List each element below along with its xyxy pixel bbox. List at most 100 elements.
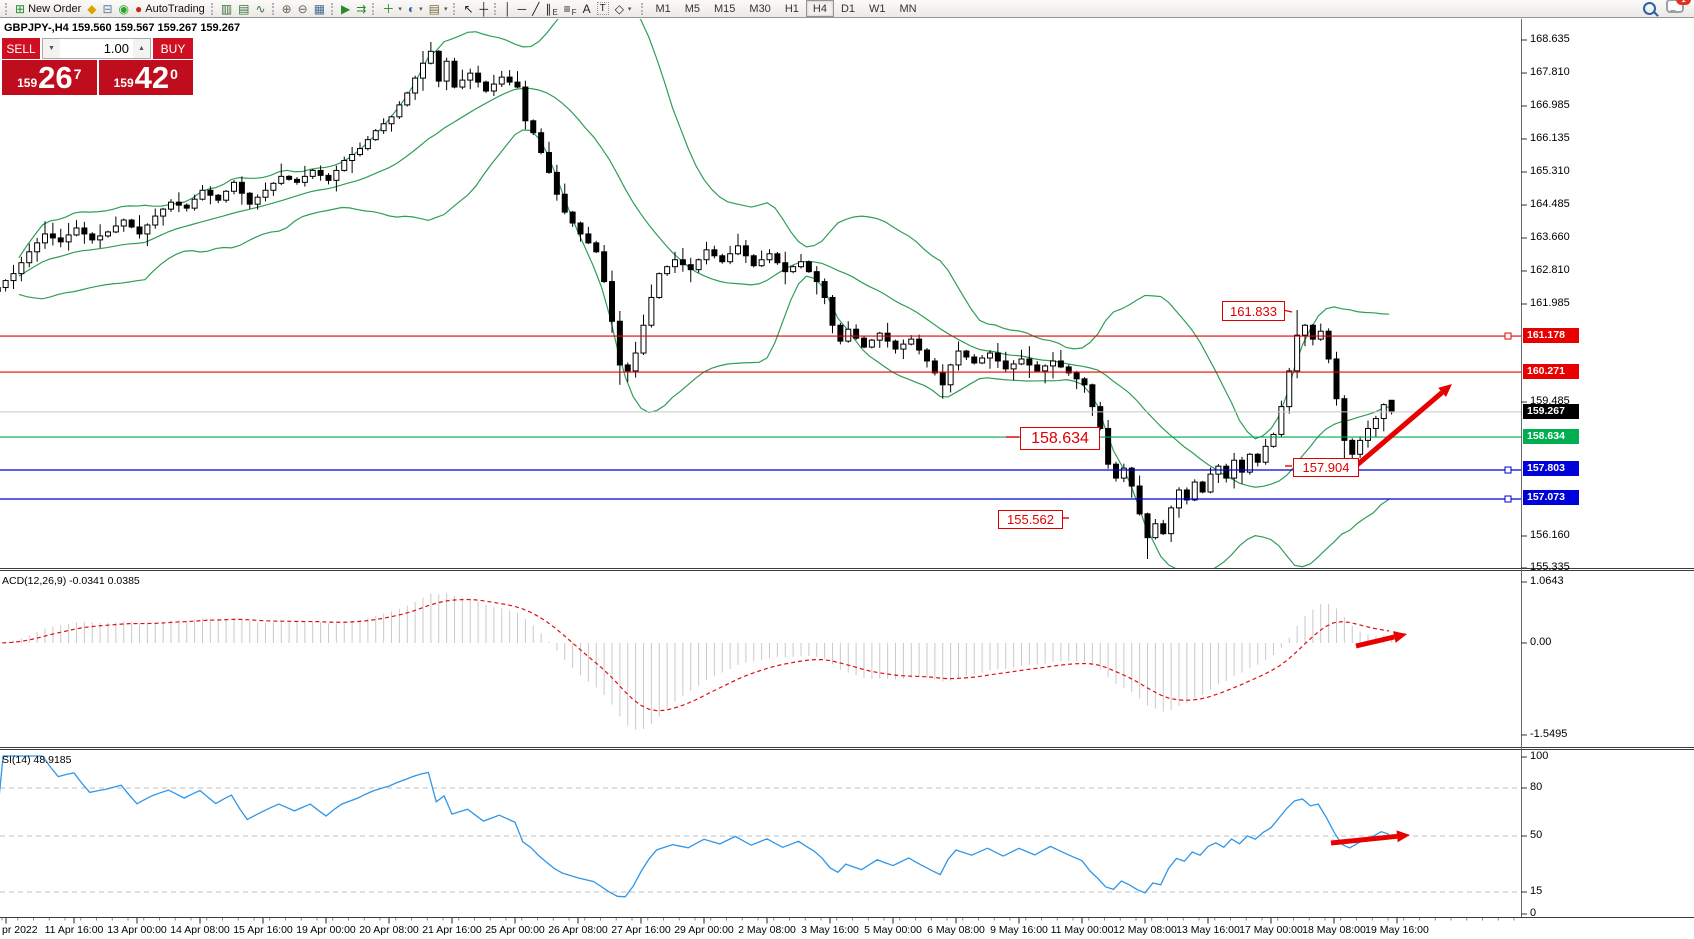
time-axis-label: 6 May 08:00: [927, 924, 985, 936]
signals-button[interactable]: ◉: [116, 1, 132, 17]
volume-stepper[interactable]: ▼ 1.00 ▲: [42, 38, 151, 59]
volume-decrease-button[interactable]: ▼: [43, 39, 60, 58]
fibonacci-icon: ≡: [563, 1, 571, 16]
price-tick-label: 80: [1530, 781, 1543, 793]
periods-button[interactable]: ◐ ▾: [405, 1, 426, 17]
new-order-button[interactable]: ⊞ New Order: [12, 1, 84, 17]
sell-price-button[interactable]: 159 26 7: [2, 60, 97, 95]
time-axis-label: 12 May 08:00: [1113, 924, 1177, 936]
bar-chart-button[interactable]: ▥: [218, 1, 235, 17]
tile-windows-button[interactable]: ▦: [311, 1, 328, 17]
styler-button[interactable]: ◆: [84, 1, 99, 17]
equidistant-channel-button-sub-letter: E: [552, 8, 558, 17]
rsi-pane: [0, 755, 1521, 898]
buy-price-button[interactable]: 159 42 0: [98, 60, 193, 95]
timeframe-h4-button[interactable]: H4: [805, 0, 834, 17]
line-handle[interactable]: [1504, 332, 1512, 340]
autotrading-button[interactable]: ● AutoTrading: [132, 1, 208, 17]
sell-price-pipette: 7: [73, 66, 82, 82]
arrows-button[interactable]: ◇ ▾: [612, 1, 635, 17]
new-order-button-label: New Order: [28, 2, 82, 15]
timeframe-d1-button[interactable]: D1: [840, 2, 855, 15]
crosshair-button[interactable]: ┼: [477, 1, 492, 17]
volume-input[interactable]: 1.00: [103, 41, 129, 56]
timeframe-m5-button[interactable]: M5: [684, 2, 700, 15]
tile-windows-icon: ▦: [313, 1, 326, 16]
price-tick-label: 165.310: [1530, 165, 1570, 177]
chat-button[interactable]: 1: [1666, 0, 1691, 18]
candlestick-chart-button[interactable]: ▤: [235, 1, 252, 17]
time-axis-label: 14 Apr 08:00: [170, 924, 230, 936]
time-axis-label: 11 May 00:00: [1050, 924, 1114, 936]
rsi-line: [0, 755, 1390, 898]
equidistant-channel-button[interactable]: ∥ E: [542, 1, 560, 18]
toolbar-grip: [494, 2, 497, 15]
zoom-in-icon: ⊕: [281, 1, 292, 16]
quote-prices-row: 159 26 7 159 42 0: [2, 60, 193, 95]
time-axis-label: 26 Apr 08:00: [548, 924, 608, 936]
trend-arrow-3[interactable]: [1330, 830, 1410, 846]
buy-button[interactable]: BUY: [153, 38, 193, 59]
trend-arrow-1[interactable]: [1348, 384, 1452, 473]
price-annotation-155-562[interactable]: 155.562: [998, 510, 1063, 529]
bar-chart-icon: ▥: [220, 1, 233, 16]
volume-increase-button[interactable]: ▲: [133, 39, 150, 58]
chart-shift-button[interactable]: ⇉: [353, 1, 369, 17]
horizontal-line-button[interactable]: ─: [515, 1, 530, 17]
time-axis-label: 19 May 16:00: [1365, 924, 1429, 936]
timeframe-toolbar: M1 M5 M15 M30 H1 H4 D1 W1 MN: [638, 0, 923, 17]
price-tick-label: 0.00: [1530, 636, 1552, 648]
trendline-icon: ╱: [532, 1, 540, 16]
price-tick-label: 15: [1530, 885, 1543, 897]
zoom-out-icon: ⊖: [297, 1, 308, 16]
time-axis-label: 25 Apr 00:00: [485, 924, 545, 936]
text-label-button[interactable]: T: [594, 1, 612, 17]
price-tick-label: 0: [1530, 907, 1537, 919]
toolbar: ⊞ New Order ◆ ⊟ ◉ ● AutoTrading ▥ ▤ ∿ ⊕ ⊖ ▦ ▶ ⇉ ＋ ▾ ◐ ▾ ▤ ▾ ↖…: [0, 0, 1694, 18]
price-tick-label: 164.485: [1530, 198, 1570, 210]
price-annotation-157-904[interactable]: 157.904: [1293, 458, 1359, 477]
time-axis-label: 19 Apr 00:00: [296, 924, 356, 936]
time-axis-label: 2 May 08:00: [738, 924, 796, 936]
timeframe-m30-button[interactable]: M30: [749, 2, 771, 15]
fibonacci-button[interactable]: ≡ F: [561, 1, 580, 18]
toolbar-buttons: ⊞ New Order ◆ ⊟ ◉ ● AutoTrading ▥ ▤ ∿ ⊕ ⊖ ▦ ▶ ⇉ ＋ ▾ ◐ ▾ ▤ ▾ ↖…: [2, 1, 634, 17]
line-handle[interactable]: [1504, 495, 1512, 503]
timeframe-w1-button[interactable]: W1: [869, 2, 886, 15]
search-icon[interactable]: [1643, 2, 1656, 15]
timeframe-mn-button[interactable]: MN: [899, 2, 917, 15]
price-annotation-161-833[interactable]: 161.833: [1222, 301, 1285, 321]
arrows-icon: ◇: [614, 1, 624, 16]
time-axis-label: 27 Apr 16:00: [611, 924, 671, 936]
timeframe-m1-button[interactable]: M1: [655, 2, 671, 15]
price-tag-160-271: 160.271: [1523, 364, 1579, 379]
notification-badge: 1: [1676, 0, 1691, 5]
indicators-button[interactable]: ＋ ▾: [379, 1, 405, 17]
line-handle[interactable]: [1504, 466, 1512, 474]
trend-arrow-2[interactable]: [1355, 631, 1407, 649]
line-chart-button[interactable]: ∿: [253, 1, 269, 17]
sell-button[interactable]: SELL: [2, 38, 40, 59]
one-click-trading-panel: SELL ▼ 1.00 ▲ BUY 159 26 7 159 42 0: [2, 38, 193, 95]
trade-controls-row: SELL ▼ 1.00 ▲ BUY: [2, 38, 193, 59]
terminal-button[interactable]: ⊟: [99, 1, 115, 17]
timeframe-h1-button[interactable]: H1: [784, 2, 799, 15]
vertical-line-icon: │: [504, 1, 512, 16]
text-button[interactable]: A: [580, 1, 594, 17]
templates-button[interactable]: ▤ ▾: [426, 1, 451, 17]
timeframe-m15-button[interactable]: M15: [714, 2, 736, 15]
price-tick-label: 100: [1530, 750, 1549, 762]
auto-scroll-button[interactable]: ▶: [338, 1, 353, 17]
toolbar-grip: [5, 2, 7, 15]
toolbar-grip: [453, 2, 456, 15]
price-tick-label: 155.335: [1530, 561, 1570, 573]
price-tick-label: 167.810: [1530, 66, 1570, 78]
bollinger-upper-band: [18, 19, 1390, 440]
vertical-line-button[interactable]: │: [501, 1, 515, 17]
price-annotation-158-634[interactable]: 158.634: [1020, 427, 1100, 450]
cursor-button[interactable]: ↖: [460, 1, 476, 17]
zoom-in-button[interactable]: ⊕: [279, 1, 295, 17]
trendline-button[interactable]: ╱: [529, 1, 542, 17]
zoom-out-button[interactable]: ⊖: [295, 1, 311, 17]
